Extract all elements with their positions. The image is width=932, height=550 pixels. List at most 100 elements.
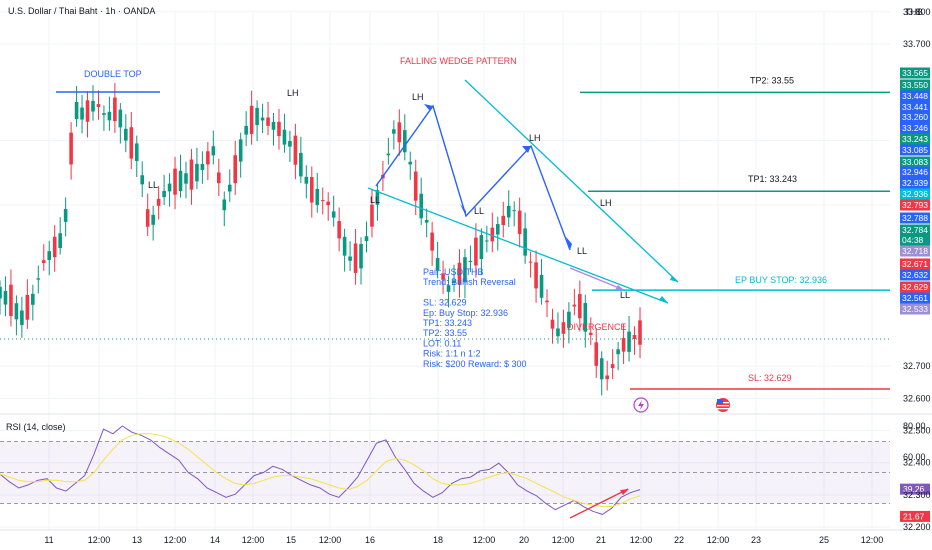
candle-body xyxy=(610,364,615,369)
candle-body xyxy=(249,105,254,135)
candle-body xyxy=(408,161,413,165)
wedge-arrow xyxy=(670,276,678,282)
x-tick-label: 15 xyxy=(286,535,296,545)
trade-note-line: TP2: 33.55 xyxy=(423,328,467,338)
x-tick-label: 21 xyxy=(596,535,606,545)
trade-note-line: Pair: USD/THB xyxy=(423,267,484,277)
price-label-box xyxy=(900,292,930,304)
candle-body xyxy=(233,155,238,184)
divergence-price-line xyxy=(569,267,625,291)
candle-body xyxy=(413,171,418,201)
candle-body xyxy=(200,163,205,171)
price-label-box xyxy=(900,67,930,79)
y-tick-label: 32.300 xyxy=(903,490,931,500)
candle-body xyxy=(397,122,402,143)
candle-body xyxy=(80,107,84,120)
price-label-box xyxy=(900,79,930,91)
price-label-box xyxy=(900,224,930,236)
flash-icon[interactable] xyxy=(633,397,649,413)
candle-body xyxy=(282,129,287,145)
price-label: 33.441 xyxy=(902,102,928,112)
wedge-lower-line xyxy=(367,187,669,304)
candle-body xyxy=(479,235,484,260)
candle-body xyxy=(375,190,380,205)
candle-body xyxy=(206,151,210,165)
candle-body xyxy=(402,130,407,153)
ll-label: LL xyxy=(370,195,380,205)
candle-body xyxy=(271,121,276,130)
wave-arrowhead xyxy=(460,204,466,216)
rsi-value-box xyxy=(900,483,930,495)
candle-body xyxy=(583,302,588,332)
x-tick-label: 12:00 xyxy=(88,535,111,545)
trade-note-line: Risk: 1:1 n 1:2 xyxy=(423,349,481,359)
candle-body xyxy=(184,173,188,184)
candle-body xyxy=(326,201,331,206)
candle-body xyxy=(36,278,41,280)
candle-body xyxy=(457,262,462,285)
candle-body xyxy=(539,274,544,298)
ll-label: LL xyxy=(474,206,484,216)
candle-body xyxy=(31,293,35,305)
candle-body xyxy=(506,205,511,218)
candle-body xyxy=(424,219,429,223)
candle-body xyxy=(91,100,95,112)
price-label-box xyxy=(900,269,930,281)
price-label-box xyxy=(900,281,930,293)
candle-body xyxy=(74,102,79,120)
candle-body xyxy=(320,200,325,202)
trade-note-line: Ep: Buy Stop: 32.936 xyxy=(423,308,508,318)
candle-body xyxy=(616,349,620,355)
candle-body xyxy=(107,111,112,121)
price-label-box xyxy=(900,234,930,246)
falling-wedge-label: FALLING WEDGE PATTERN xyxy=(400,56,517,66)
candle-body xyxy=(452,280,456,283)
price-label: 32.936 xyxy=(902,189,928,199)
price-label: 32.793 xyxy=(902,200,928,210)
candle-body xyxy=(578,294,582,319)
candle-body xyxy=(632,334,637,339)
candle-body xyxy=(572,304,577,307)
grid-lines xyxy=(0,11,932,531)
trade-note-line: Trend: Bullish Reversal xyxy=(423,277,516,287)
candle-body xyxy=(468,260,473,263)
candle-body xyxy=(244,125,248,135)
candle-body xyxy=(102,113,106,115)
y-tick-label: 32.700 xyxy=(903,361,931,371)
us-flag-icon[interactable] xyxy=(716,398,730,412)
rsi-value-label: 21.67 xyxy=(903,511,925,521)
candle-body xyxy=(41,260,46,264)
candle-body xyxy=(145,209,150,227)
y-tick-label: 32.600 xyxy=(903,393,931,403)
candle-body xyxy=(260,117,265,121)
candle-body xyxy=(167,183,172,192)
candle-body xyxy=(14,303,19,320)
candle-body xyxy=(52,236,57,258)
ll-label: LL xyxy=(577,246,587,256)
candle-body xyxy=(359,244,363,269)
lh-label: LH xyxy=(412,92,424,102)
x-tick-label: 20 xyxy=(519,535,529,545)
price-label: 32.718 xyxy=(902,246,928,256)
lh-label: LH xyxy=(529,133,541,143)
y-tick-label: 32.400 xyxy=(903,458,931,468)
currency-label[interactable]: THB xyxy=(905,7,923,17)
price-label: 33.085 xyxy=(902,145,928,155)
candle-body xyxy=(512,210,516,212)
candle-body xyxy=(277,121,281,137)
candle-body xyxy=(545,300,549,303)
candle-body xyxy=(528,261,533,263)
wave-arrowhead xyxy=(522,146,531,153)
candle-body xyxy=(567,311,571,328)
candle-body xyxy=(288,141,292,147)
price-label: 04:38 xyxy=(902,235,924,245)
x-tick-label: 14 xyxy=(210,535,220,545)
x-tick-label: 12:00 xyxy=(319,535,342,545)
candle-body xyxy=(364,236,369,242)
symbol-title[interactable]: U.S. Dollar / Thai Baht · 1h · OANDA xyxy=(8,6,155,16)
candle-body xyxy=(85,100,90,122)
price-label-box xyxy=(900,177,930,189)
x-tick-label: 13 xyxy=(132,535,142,545)
candle-body xyxy=(495,224,500,235)
